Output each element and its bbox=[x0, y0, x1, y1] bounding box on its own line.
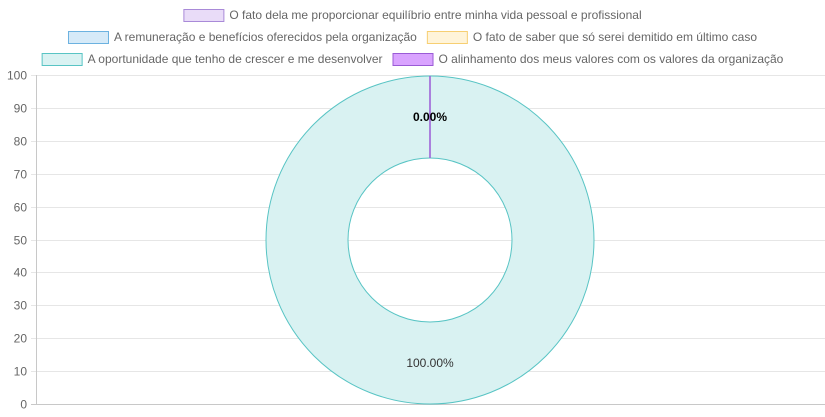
legend-item-2[interactable]: O fato de saber que só serei demitido em… bbox=[426, 30, 757, 44]
legend-swatch bbox=[426, 31, 468, 44]
legend-item-4[interactable]: O alinhamento dos meus valores com os va… bbox=[392, 52, 784, 66]
y-axis: 0 10 20 30 40 50 60 70 80 90 100 bbox=[7, 69, 37, 412]
y-tick-label: 90 bbox=[14, 102, 28, 116]
legend-item-0[interactable]: O fato dela me proporcionar equilíbrio e… bbox=[183, 8, 642, 22]
data-label: 0.00% bbox=[413, 110, 447, 124]
legend-label: O fato dela me proporcionar equilíbrio e… bbox=[229, 8, 641, 22]
legend-swatch bbox=[67, 31, 109, 44]
legend-item-3[interactable]: A oportunidade que tenho de crescer e me… bbox=[41, 52, 383, 66]
legend-label: A remuneração e benefícios oferecidos pe… bbox=[114, 30, 417, 44]
y-tick-label: 10 bbox=[14, 365, 28, 379]
y-tick-label: 0 bbox=[20, 398, 27, 412]
data-label-layer: 100.00% 0.00% bbox=[406, 110, 454, 370]
y-tick-label: 60 bbox=[14, 201, 28, 215]
legend-label: O fato de saber que só serei demitido em… bbox=[473, 30, 757, 44]
legend-swatch bbox=[392, 53, 434, 66]
y-tick-label: 80 bbox=[14, 135, 28, 149]
slice-3[interactable] bbox=[265, 75, 595, 405]
y-tick-label: 20 bbox=[14, 332, 28, 346]
slice-layer bbox=[265, 75, 595, 405]
legend-label: O alinhamento dos meus valores com os va… bbox=[439, 52, 784, 66]
legend-item-1[interactable]: A remuneração e benefícios oferecidos pe… bbox=[67, 30, 417, 44]
legend: O fato dela me proporcionar equilíbrio e… bbox=[41, 8, 784, 66]
y-tick-label: 100 bbox=[7, 69, 27, 83]
y-tick-label: 50 bbox=[14, 234, 28, 248]
legend-swatch bbox=[41, 53, 83, 66]
y-tick-label: 40 bbox=[14, 266, 28, 280]
data-label: 100.00% bbox=[406, 356, 454, 370]
legend-label: A oportunidade que tenho de crescer e me… bbox=[88, 52, 383, 66]
legend-swatch bbox=[183, 9, 225, 22]
y-tick-label: 70 bbox=[14, 168, 28, 182]
y-tick-label: 30 bbox=[14, 299, 28, 313]
